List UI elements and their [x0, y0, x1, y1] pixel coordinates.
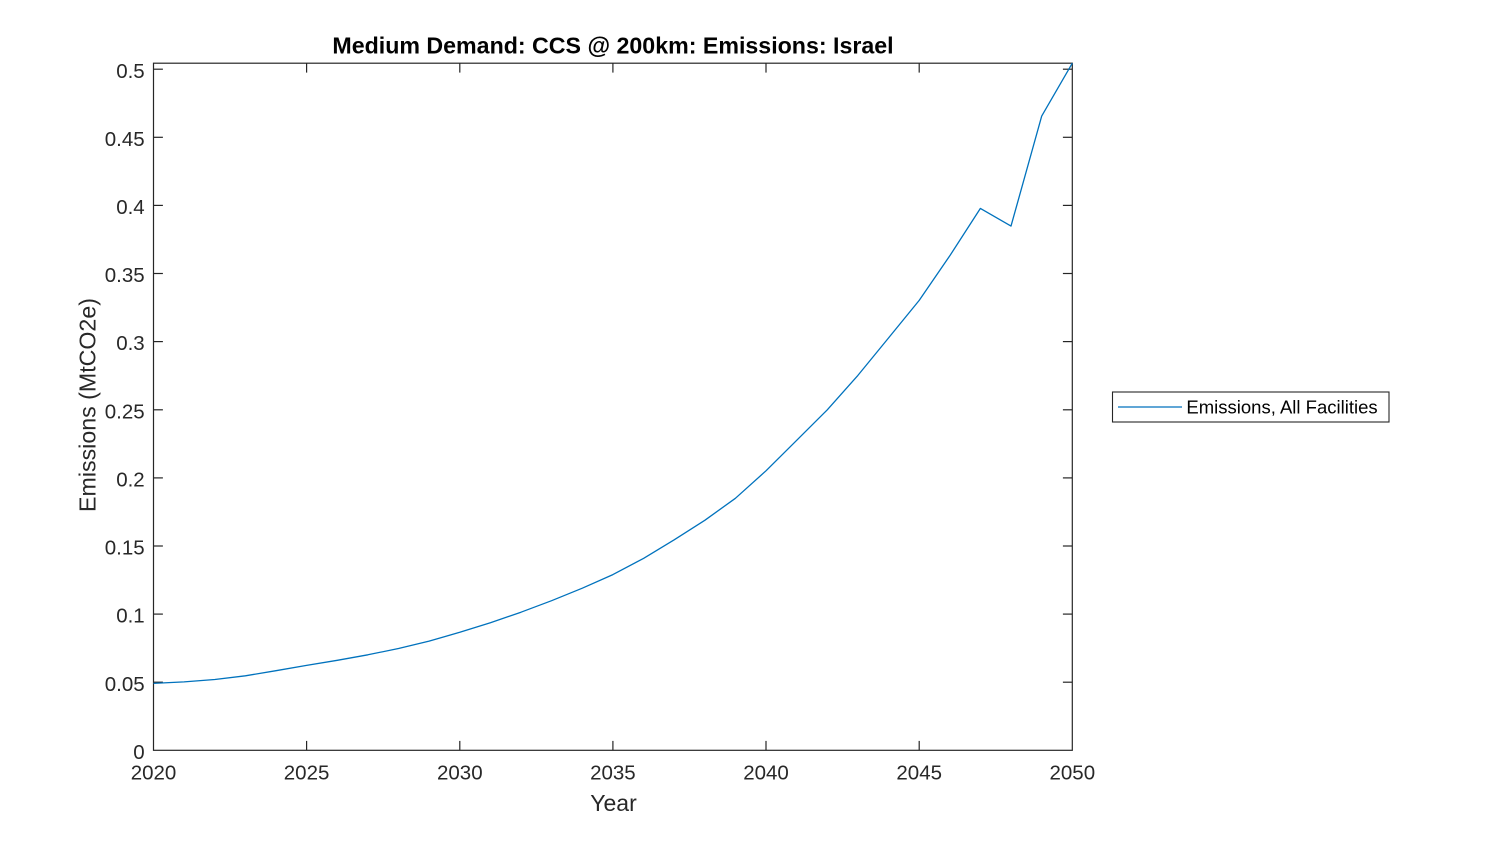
- svg-text:0.2: 0.2: [116, 469, 145, 492]
- svg-text:Emissions, All Facilities: Emissions, All Facilities: [1186, 397, 1377, 418]
- svg-text:0.5: 0.5: [116, 60, 145, 83]
- svg-text:Year: Year: [590, 790, 637, 816]
- svg-text:0.15: 0.15: [105, 537, 145, 560]
- svg-text:2035: 2035: [590, 762, 636, 785]
- svg-text:0.05: 0.05: [105, 673, 145, 696]
- svg-text:0.3: 0.3: [116, 332, 145, 355]
- svg-text:0.25: 0.25: [105, 400, 145, 423]
- svg-text:0.35: 0.35: [105, 264, 145, 287]
- svg-text:0: 0: [133, 741, 144, 764]
- svg-text:Emissions (MtCO2e): Emissions (MtCO2e): [75, 298, 101, 512]
- svg-text:2040: 2040: [743, 762, 789, 785]
- svg-text:2025: 2025: [284, 762, 330, 785]
- svg-text:0.1: 0.1: [116, 605, 145, 628]
- svg-text:2050: 2050: [1049, 762, 1095, 785]
- svg-text:2030: 2030: [437, 762, 483, 785]
- svg-text:2020: 2020: [131, 762, 177, 785]
- svg-text:0.45: 0.45: [105, 128, 145, 151]
- svg-text:2045: 2045: [896, 762, 942, 785]
- svg-text:Medium Demand: CCS @ 200km: Em: Medium Demand: CCS @ 200km: Emissions: I…: [332, 33, 893, 59]
- svg-text:0.4: 0.4: [116, 196, 145, 219]
